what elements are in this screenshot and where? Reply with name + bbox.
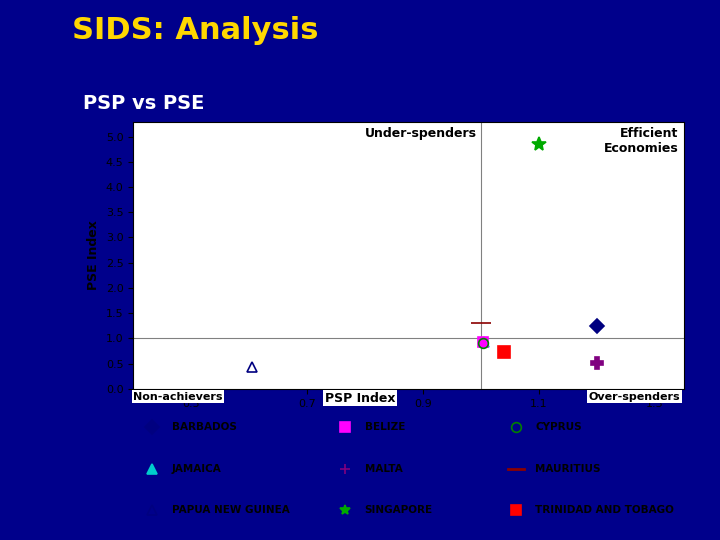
- Text: PSP vs PSE: PSP vs PSE: [83, 94, 204, 113]
- Text: SINGAPORE: SINGAPORE: [364, 505, 433, 515]
- Text: MALTA: MALTA: [364, 463, 402, 474]
- Y-axis label: PSE Index: PSE Index: [87, 220, 100, 290]
- Text: BARBADOS: BARBADOS: [172, 422, 237, 432]
- Text: MAURITIUS: MAURITIUS: [535, 463, 600, 474]
- Text: Over-spenders: Over-spenders: [589, 392, 680, 402]
- Text: Non-achievers: Non-achievers: [133, 392, 222, 402]
- Text: JAMAICA: JAMAICA: [172, 463, 222, 474]
- Text: Under-spenders: Under-spenders: [364, 127, 477, 140]
- Text: TRINIDAD AND TOBAGO: TRINIDAD AND TOBAGO: [535, 505, 674, 515]
- Text: SIDS: Analysis: SIDS: Analysis: [72, 16, 318, 45]
- Text: BELIZE: BELIZE: [364, 422, 405, 432]
- Text: Efficient
Economies: Efficient Economies: [604, 127, 678, 155]
- Text: CYPRUS: CYPRUS: [535, 422, 582, 432]
- Text: PAPUA NEW GUINEA: PAPUA NEW GUINEA: [172, 505, 289, 515]
- Text: PSP Index: PSP Index: [325, 392, 395, 404]
